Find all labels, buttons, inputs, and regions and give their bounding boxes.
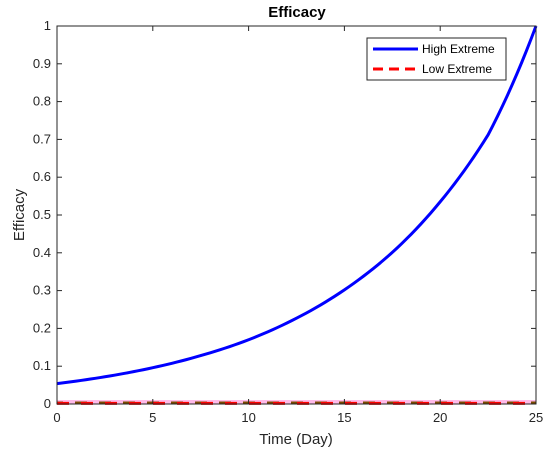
- x-tick-label: 15: [337, 410, 351, 425]
- chart-title: Efficacy: [268, 4, 326, 21]
- y-tick-label: 0.5: [33, 207, 51, 222]
- legend-label-high-extreme: High Extreme: [422, 42, 495, 56]
- y-axis-ticks: 0 0.1 0.2 0.3 0.4 0.5 0.6 0.7 0.8 0.9 1: [33, 18, 536, 411]
- legend-label-low-extreme: Low Extreme: [422, 62, 492, 76]
- x-axis-label: Time (Day): [259, 431, 333, 448]
- y-tick-label: 0.8: [33, 94, 51, 109]
- baseline-layer: [57, 400, 536, 405]
- y-tick-label: 0.7: [33, 131, 51, 146]
- y-tick-label: 0.2: [33, 320, 51, 335]
- y-axis-label: Efficacy: [11, 188, 28, 241]
- y-tick-label: 0.6: [33, 169, 51, 184]
- y-tick-label: 1: [44, 18, 51, 33]
- legend-box: [366, 37, 507, 81]
- x-tick-label: 20: [433, 410, 447, 425]
- y-tick-label: 0.9: [33, 56, 51, 71]
- y-tick-label: 0.1: [33, 358, 51, 373]
- x-tick-label: 10: [241, 410, 255, 425]
- x-tick-label: 5: [149, 410, 156, 425]
- series-line-high-extreme: [56, 25, 538, 386]
- plot-area: [57, 26, 536, 404]
- x-axis-ticks: 0 5 10 15 20 25: [53, 26, 543, 425]
- series-layer: [56, 25, 538, 405]
- y-tick-label: 0.4: [33, 245, 51, 260]
- y-tick-label: 0.3: [33, 283, 51, 298]
- x-tick-label: 0: [53, 410, 60, 425]
- x-tick-label: 25: [529, 410, 543, 425]
- y-tick-label: 0: [44, 396, 51, 411]
- legend: High Extreme Low Extreme: [366, 37, 507, 81]
